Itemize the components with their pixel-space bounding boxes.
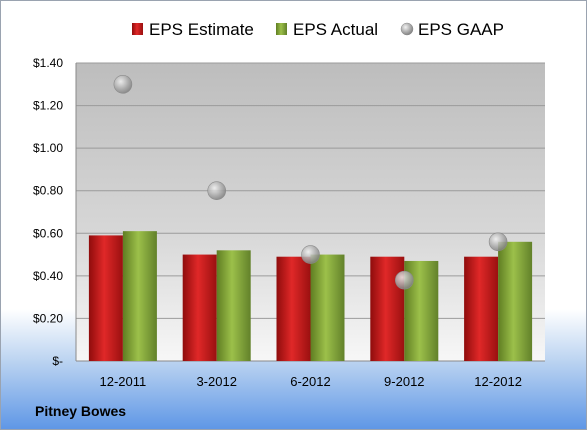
eps-estimate-legend-marker [132, 23, 143, 35]
y-tick-label: $0.40 [33, 269, 63, 283]
y-tick-label: $1.40 [33, 56, 63, 70]
eps-actual-bar [122, 231, 157, 361]
y-tick-label: $0.20 [33, 311, 63, 325]
x-axis: 12-2011 3-2012 6-2012 9-2012 12-2012 [100, 374, 522, 389]
eps-estimate-bar [182, 254, 217, 361]
y-tick-label: $- [52, 354, 63, 368]
eps-gaap-point [207, 181, 226, 201]
x-tick-label: 9-2012 [384, 374, 424, 389]
y-tick-label: $1.00 [33, 141, 63, 155]
y-tick-label: $0.60 [33, 226, 63, 240]
x-tick-label: 3-2012 [196, 374, 236, 389]
eps-actual-bar [498, 241, 533, 361]
eps-gaap-legend-marker [400, 22, 414, 36]
company-name: Pitney Bowes [35, 403, 127, 419]
eps-gaap-point [113, 74, 133, 94]
eps-actual-bar [310, 254, 345, 361]
legend: EPS Estimate EPS Actual EPS GAAP [132, 20, 504, 39]
x-tick-label: 6-2012 [290, 374, 330, 389]
eps-gaap-point [488, 232, 508, 252]
eps-gaap-legend-label: EPS GAAP [418, 20, 504, 39]
y-axis: $- $0.20 $0.40 $0.60 $0.80 $1.00 $1.20 $1.40 [33, 56, 77, 368]
eps-estimate-bar [276, 256, 311, 361]
eps-estimate-legend-label: EPS Estimate [149, 20, 254, 39]
eps-actual-bar [216, 250, 251, 361]
x-tick-label: 12-2011 [100, 374, 147, 389]
eps-gaap-point [301, 245, 320, 264]
y-tick-label: $0.80 [33, 184, 63, 198]
eps-estimate-bar [88, 235, 123, 361]
x-tick-label: 12-2012 [474, 374, 522, 389]
gaap-points [113, 74, 508, 290]
eps-actual-legend-marker [276, 23, 287, 35]
y-tick-label: $1.20 [33, 99, 63, 113]
eps-actual-legend-label: EPS Actual [293, 20, 378, 39]
eps-estimate-bar [464, 256, 499, 361]
eps-gaap-point [394, 270, 414, 290]
bars [88, 231, 533, 361]
